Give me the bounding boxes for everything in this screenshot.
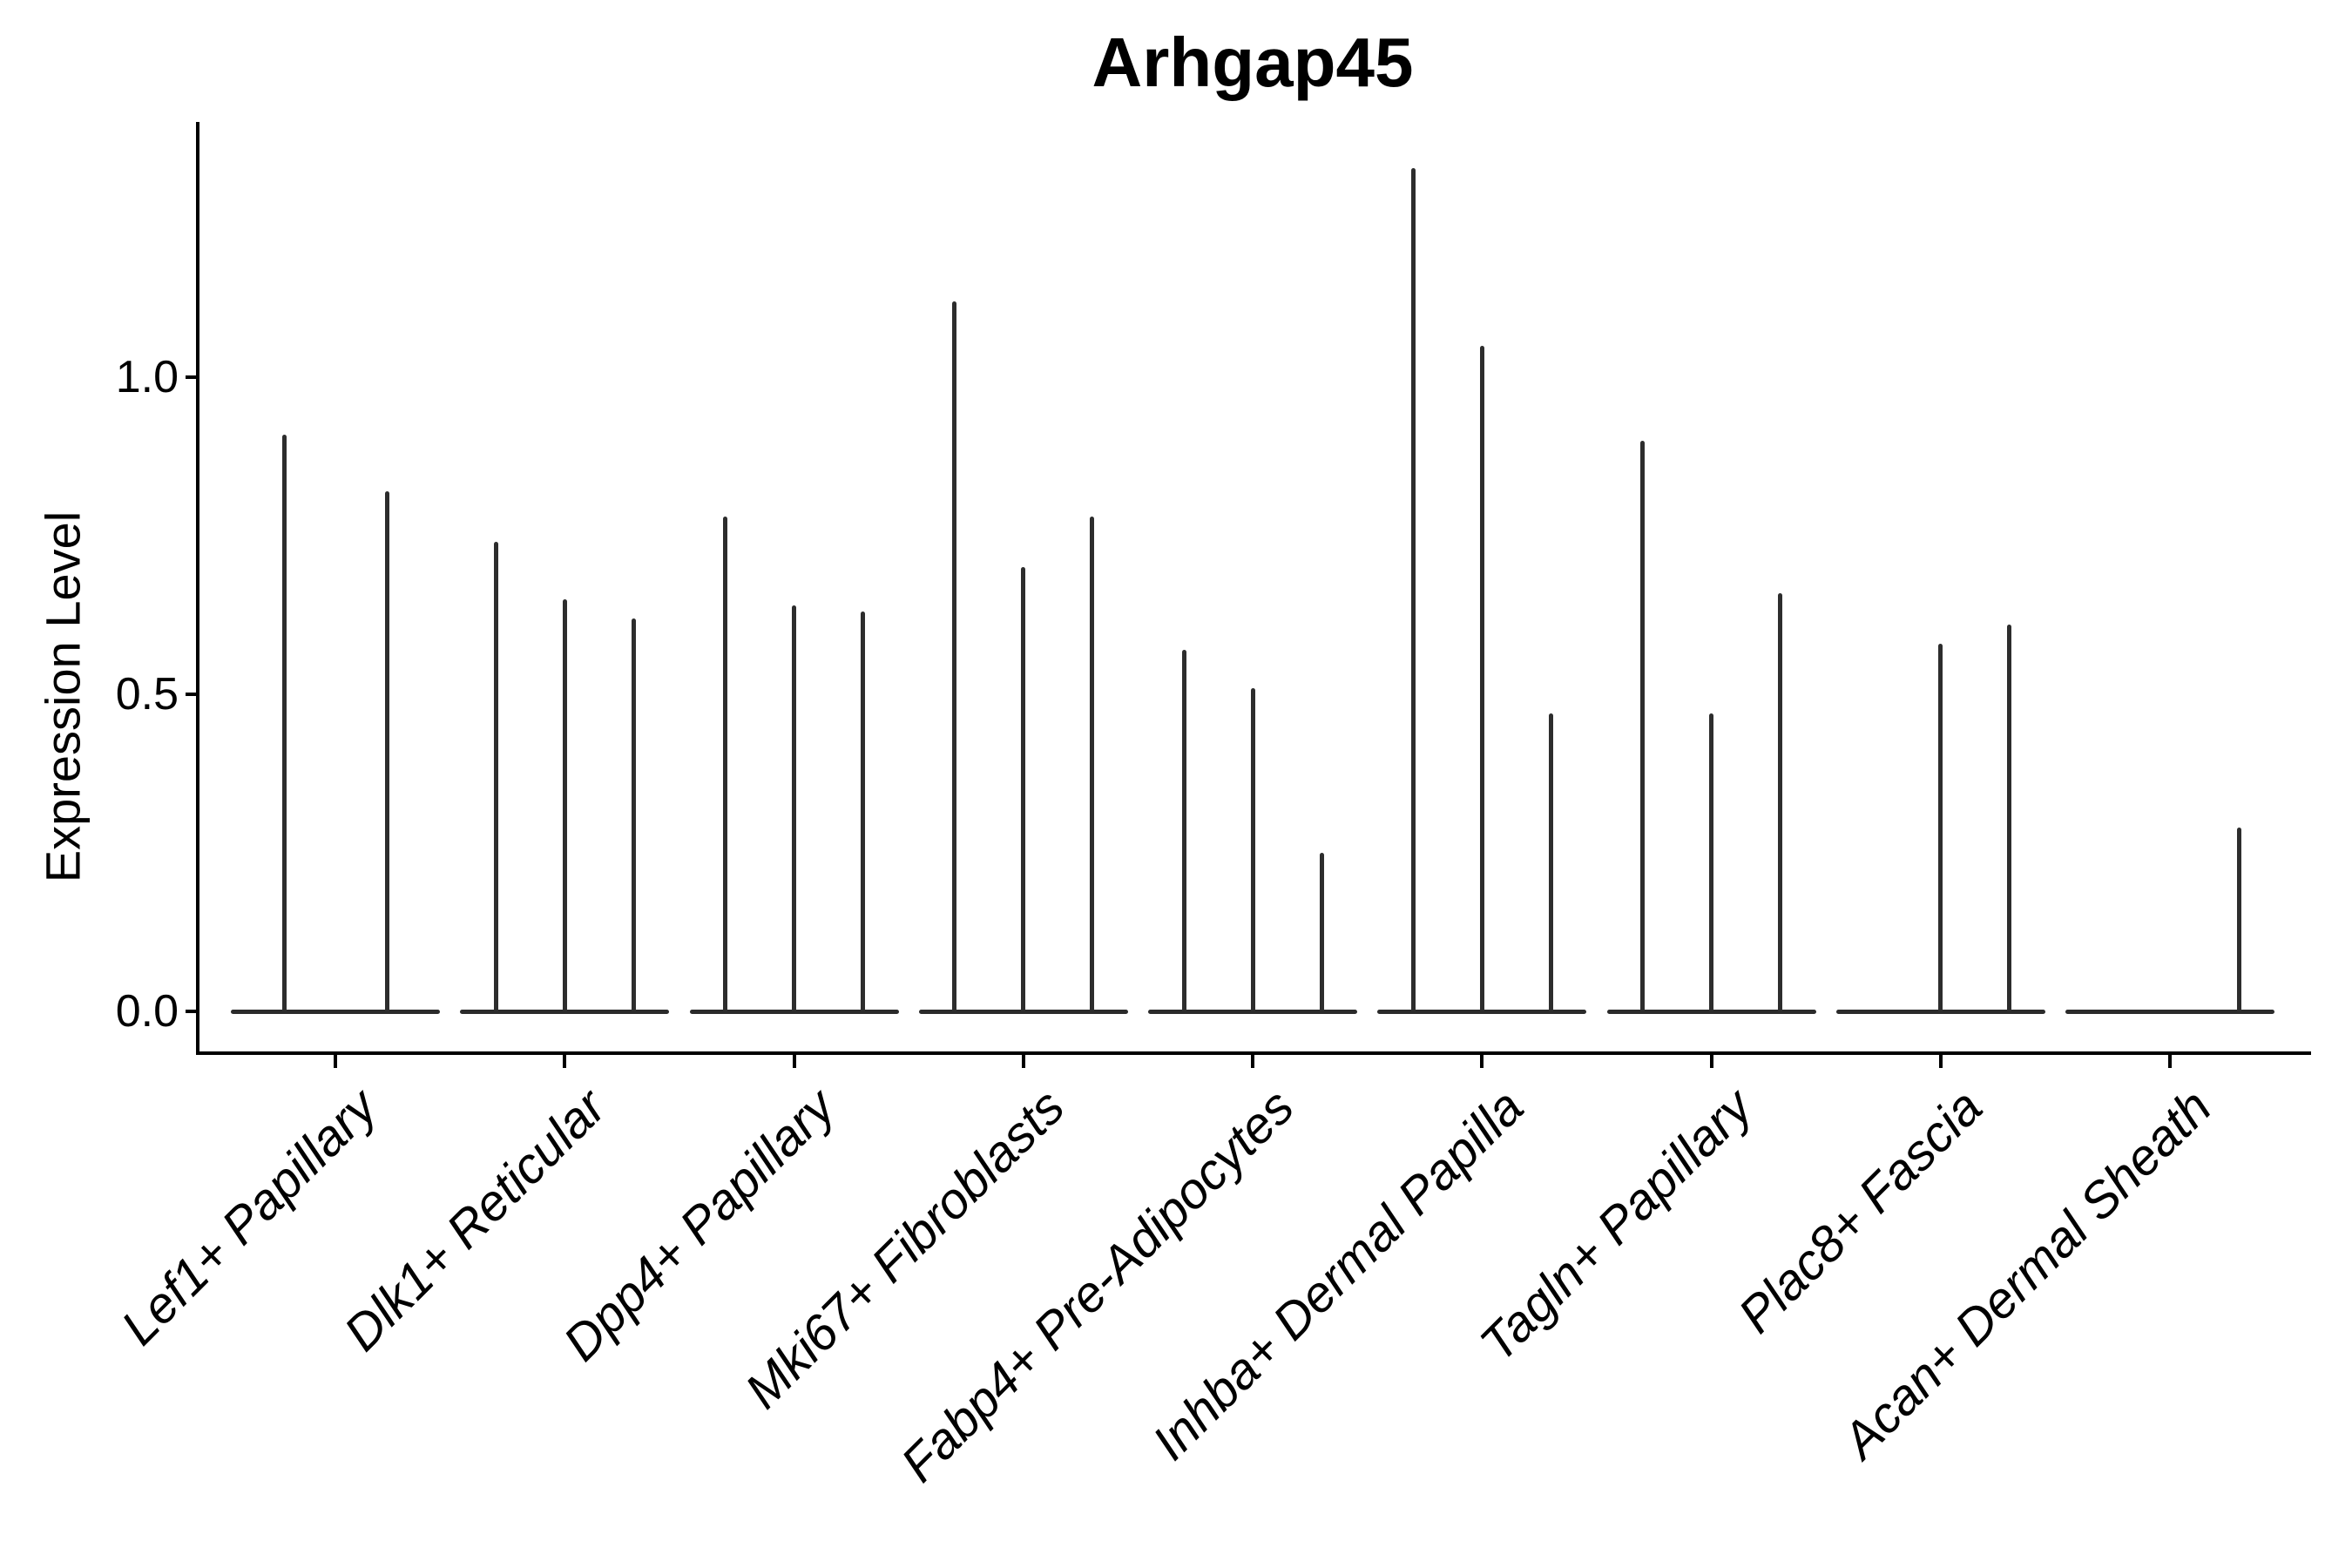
x-tick-mark <box>2168 1055 2172 1068</box>
violin-spike <box>1709 713 1713 1011</box>
x-tick-mark <box>1938 1055 1943 1068</box>
x-tick-mark <box>563 1055 567 1068</box>
y-tick-label: 0.0 <box>115 986 179 1037</box>
violin-baseline <box>1606 1009 1816 1014</box>
violin-baseline <box>689 1009 899 1014</box>
violin-baseline <box>1148 1009 1357 1014</box>
violin-spike <box>1250 687 1255 1011</box>
violin-spike <box>1479 345 1484 1011</box>
y-tick-label: 0.5 <box>115 669 179 720</box>
y-tick-mark <box>186 375 198 379</box>
plot-title: Arhgap45 <box>1092 24 1414 101</box>
violin-spike <box>493 542 498 1011</box>
violin-baseline <box>231 1009 440 1014</box>
violin-spike <box>562 598 567 1011</box>
violin-spike <box>281 434 287 1011</box>
violin-baseline <box>2065 1009 2274 1014</box>
x-tick-mark <box>1251 1055 1254 1068</box>
x-tick-mark <box>1709 1055 1713 1068</box>
violin-spike <box>1319 853 1324 1011</box>
y-axis-spine <box>196 122 199 1055</box>
violin-spike <box>723 517 727 1011</box>
violin-baseline <box>1377 1009 1587 1014</box>
violin-spike <box>952 301 957 1011</box>
violin-spike <box>792 605 796 1011</box>
x-axis-category-label: Plac8+ Fascia <box>1727 1078 1993 1344</box>
x-tick-mark <box>792 1055 796 1068</box>
violin-baseline <box>1835 1009 2045 1014</box>
violin-spike <box>631 618 636 1011</box>
violin-spike <box>1021 567 1026 1011</box>
x-axis-spine <box>196 1051 2311 1055</box>
violin-spike <box>384 491 389 1011</box>
violin-spike <box>2007 624 2012 1011</box>
violin-spike <box>861 612 865 1011</box>
violin-spike <box>1640 440 1645 1011</box>
x-tick-mark <box>1480 1055 1484 1068</box>
violin-spike <box>1410 167 1416 1011</box>
violin-spike <box>1548 713 1553 1011</box>
y-tick-mark <box>186 1010 198 1013</box>
x-tick-mark <box>1021 1055 1025 1068</box>
x-axis-category-label: Inhba+ Dermal Papilla <box>1141 1078 1535 1471</box>
violin-spike <box>1090 517 1095 1011</box>
violin-spike <box>1778 592 1782 1011</box>
x-axis-category-label: Acan+ Dermal Sheath <box>1831 1078 2222 1470</box>
violin-baseline <box>460 1009 670 1014</box>
violin-spike <box>1181 650 1186 1011</box>
y-tick-mark <box>186 693 198 696</box>
x-tick-mark <box>334 1055 337 1068</box>
violin-spike <box>1938 643 1943 1011</box>
violin-baseline <box>918 1009 1128 1014</box>
x-axis-category-label: Fabp4+ Pre-Adipocytes <box>890 1078 1305 1493</box>
violin-spike <box>2236 827 2241 1011</box>
y-tick-label: 1.0 <box>115 352 179 402</box>
